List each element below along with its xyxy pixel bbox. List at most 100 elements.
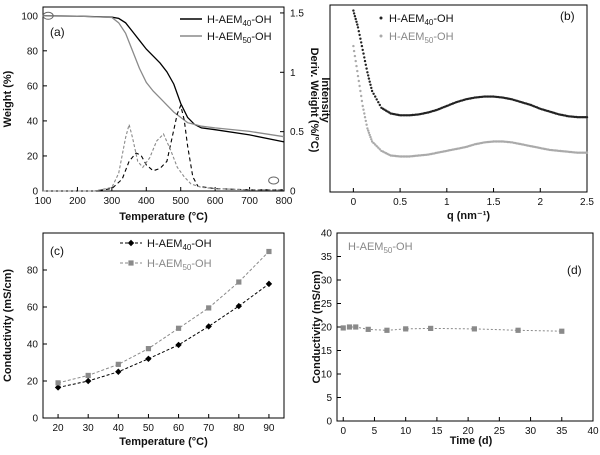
panel-c-series-1-point bbox=[145, 346, 152, 352]
panel-a-series-3-line bbox=[43, 122, 284, 192]
panel-c-legend-0-label: H-AEM40-OH bbox=[147, 238, 212, 252]
panel-b-series-1-point bbox=[585, 151, 589, 154]
panel-d-x-tick-label: 30 bbox=[525, 426, 537, 437]
panel-c-series-0-point bbox=[115, 368, 122, 375]
panel-d-x-tick-label: 20 bbox=[463, 426, 475, 437]
panel-d-x-tick-label: 40 bbox=[587, 426, 599, 437]
panel-c-series-0-point bbox=[145, 355, 152, 362]
panel-d-label: (d) bbox=[567, 263, 582, 277]
panel-b-series-1-point bbox=[361, 104, 364, 108]
panel-b-series-0-point bbox=[352, 9, 355, 12]
panel-b-label: (b) bbox=[560, 9, 575, 23]
panel-b-series-0-point bbox=[375, 98, 378, 101]
panel-b-series-1-point bbox=[353, 54, 357, 58]
panel-a-legend-1-label: H-AEM50-OH bbox=[207, 31, 272, 45]
panel-a-x-tick-label: 500 bbox=[172, 196, 189, 207]
panel-b-series-1-point bbox=[360, 99, 364, 103]
panel-d-x-tick-label: 5 bbox=[372, 426, 378, 437]
panel-b-series-1-point bbox=[355, 64, 358, 68]
panel-b-series-0-point bbox=[359, 37, 362, 40]
panel-b-series-0-point bbox=[360, 41, 363, 44]
panel-a-frame bbox=[42, 6, 285, 192]
panel-b-series-1-point bbox=[368, 133, 371, 137]
panel-a-y-axis-label: Weight (%) bbox=[2, 70, 14, 127]
panel-c-series-1-point bbox=[85, 372, 91, 379]
panel-d-legend-0-label: H-AEM50-OH bbox=[348, 241, 413, 255]
panel-c-legend-1-label: H-AEM50-OH bbox=[147, 258, 212, 272]
panel-a-x-tick-label: 300 bbox=[104, 196, 121, 207]
panel-b-series-1-point bbox=[377, 146, 380, 149]
panel-a-y2-tick-label: 0.5 bbox=[290, 127, 304, 138]
panel-b-series-1-point bbox=[363, 116, 367, 119]
panel-c-legend-0-swatch-marker bbox=[127, 239, 135, 247]
panel-b-series-0-point bbox=[364, 63, 367, 66]
panel-d-series-0-point bbox=[515, 327, 521, 333]
panel-a-series-1-line bbox=[42, 15, 285, 138]
panel-a-x-tick-label: 700 bbox=[241, 196, 258, 207]
panel-b-series-0-point bbox=[362, 52, 365, 55]
panel-d-y-tick-label: 40 bbox=[321, 229, 333, 240]
panel-c-series-0-point bbox=[235, 302, 243, 310]
panel-c-y-tick-label: 20 bbox=[27, 377, 39, 388]
panel-b-series-1-point bbox=[357, 79, 360, 83]
panel-d-y-tick-label: 35 bbox=[321, 252, 333, 263]
panel-c-x-tick-label: 50 bbox=[143, 423, 155, 434]
panel-a-y-tick-label: 60 bbox=[27, 81, 39, 92]
panel-b-series-1-point bbox=[363, 112, 366, 115]
panel-b-series-0-point bbox=[363, 59, 367, 63]
panel-b-series-1-point bbox=[352, 49, 356, 53]
panel-b-series-0-point bbox=[367, 77, 371, 80]
panel-b-x-tick-label: 1.5 bbox=[487, 197, 501, 208]
panel-b-series-1-point bbox=[359, 89, 362, 93]
panel-d-frame bbox=[336, 232, 594, 422]
panel-c-label: (c) bbox=[50, 244, 64, 258]
panel-d-series-0-point bbox=[471, 326, 477, 332]
panel-b-legend-1-swatch bbox=[379, 34, 383, 38]
panel-b-x-tick-label: 1 bbox=[444, 197, 450, 208]
panel-b-series-0-point bbox=[369, 83, 372, 87]
panel-c-series-1-point bbox=[175, 325, 182, 331]
panel-b-legend-1-label: H-AEM50-OH bbox=[389, 31, 454, 45]
panel-b-series-1 bbox=[352, 44, 589, 158]
panel-b-series-1-point bbox=[356, 69, 359, 73]
panel-d-series-0-point bbox=[346, 324, 353, 330]
panel-a-x-tick-label: 400 bbox=[138, 196, 155, 207]
panel-b-series-0-point bbox=[355, 20, 358, 23]
panel-d-y-tick-label: 5 bbox=[326, 393, 332, 404]
panel-b-series-1-point bbox=[375, 145, 378, 148]
panel-b-series-0-point bbox=[360, 44, 364, 48]
panel-b-x-tick-label: 0.5 bbox=[393, 197, 407, 208]
panel-d-series-0-point bbox=[403, 326, 409, 332]
panel-b-series-1-point bbox=[369, 135, 372, 139]
panel-d-x-tick-label: 35 bbox=[556, 426, 568, 437]
panel-c-y-tick-label: 40 bbox=[27, 340, 39, 351]
panel-b-x-tick-label: 2 bbox=[537, 197, 543, 208]
panel-b-series-1-point bbox=[370, 138, 373, 141]
panel-a-x-tick-label: 600 bbox=[207, 196, 224, 207]
panel-c-series-0-point bbox=[205, 323, 212, 330]
panel-d-x-tick-label: 25 bbox=[494, 426, 506, 437]
panel-d-series-0-point bbox=[428, 325, 434, 332]
panel-d-x-tick-label: 15 bbox=[431, 426, 443, 437]
panel-d-series-0-point bbox=[559, 328, 565, 334]
panel-b-legend-0-label: H-AEM40-OH bbox=[389, 13, 454, 27]
panel-b-series-1-point bbox=[374, 143, 377, 146]
panel-d-series-0-point bbox=[340, 325, 346, 331]
panel-c-x-tick-label: 70 bbox=[203, 423, 215, 434]
panel-c-series-0-point bbox=[175, 341, 182, 349]
panel-d-y-tick-label: 0 bbox=[326, 417, 332, 428]
panel-b-x-axis-label: q (nm⁻¹) bbox=[447, 210, 490, 222]
panel-a-y2-axis-label: Deriv. Weight (%/°C) bbox=[308, 48, 320, 153]
panel-d-y-tick-label: 30 bbox=[321, 276, 333, 287]
panel-b-legend-0-swatch bbox=[379, 16, 383, 20]
panel-b-series-0-point bbox=[585, 116, 589, 119]
panel-a-y-tick-label: 100 bbox=[21, 11, 38, 22]
panel-a-series-0-line bbox=[42, 15, 285, 143]
panel-b-series-1-point bbox=[364, 119, 367, 123]
panel-b-series-1-point bbox=[366, 127, 369, 130]
panel-b-x-tick-label: 2.5 bbox=[580, 197, 594, 208]
panel-a-x-tick-label: 200 bbox=[69, 196, 86, 207]
panel-c-y-tick-label: 60 bbox=[27, 303, 39, 314]
panel-b-series-0-point bbox=[366, 71, 369, 74]
panel-b-series-0-point bbox=[370, 89, 374, 93]
